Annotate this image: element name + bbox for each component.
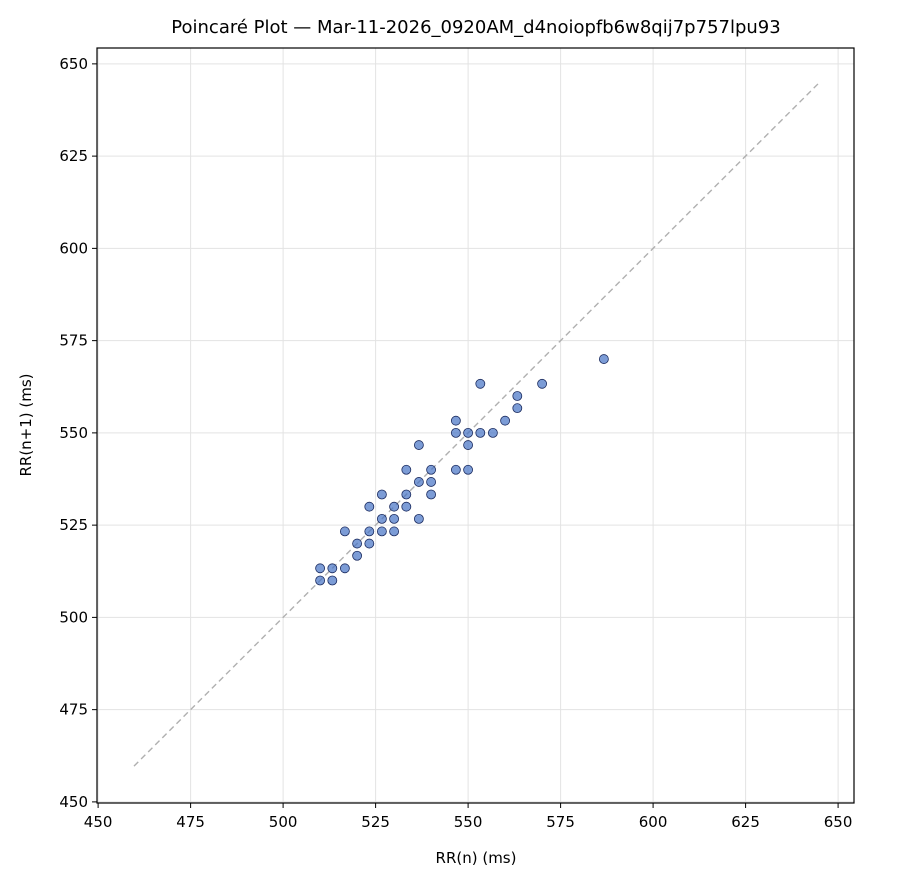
x-axis-label: RR(n) (ms): [436, 849, 517, 867]
y-tick-label: 550: [59, 424, 88, 442]
x-tick-label: 475: [176, 813, 205, 831]
point: [450, 427, 461, 438]
point: [389, 526, 400, 537]
point: [512, 403, 523, 414]
point: [364, 501, 375, 512]
point: [450, 464, 461, 475]
y-tick-label: 650: [59, 55, 88, 73]
y-tick-label: 500: [59, 608, 88, 626]
point: [475, 427, 486, 438]
point: [364, 538, 375, 549]
point: [327, 563, 338, 574]
plot-frame: [96, 47, 855, 804]
point: [352, 550, 363, 561]
y-tick-label: 475: [59, 701, 88, 719]
y-axis-label: RR(n+1) (ms): [17, 373, 35, 476]
point: [339, 563, 350, 574]
y-tick-label: 525: [59, 516, 88, 534]
x-tick-label: 625: [731, 813, 760, 831]
point: [315, 563, 326, 574]
y-tick-label: 600: [59, 239, 88, 257]
point: [376, 489, 387, 500]
point: [463, 427, 474, 438]
point: [389, 513, 400, 524]
point: [413, 440, 424, 450]
point: [339, 526, 350, 537]
point: [389, 501, 400, 512]
point: [450, 415, 461, 426]
x-tick-label: 550: [454, 813, 483, 831]
point: [413, 513, 424, 524]
point: [327, 575, 338, 586]
point: [401, 501, 412, 512]
point: [426, 489, 437, 500]
x-tick-label: 450: [84, 813, 113, 831]
point: [500, 415, 510, 426]
point: [426, 477, 437, 487]
y-tick-label: 625: [59, 147, 88, 165]
point: [401, 489, 412, 500]
y-tick-label: 575: [59, 332, 88, 350]
x-tick-label: 600: [639, 813, 668, 831]
point: [487, 427, 498, 438]
x-tick-label: 500: [269, 813, 298, 831]
point: [315, 575, 326, 586]
x-tick-label: 650: [824, 813, 853, 831]
point: [537, 378, 547, 389]
point: [426, 464, 437, 475]
point: [598, 354, 609, 364]
x-tick-label: 575: [546, 813, 575, 831]
point: [463, 440, 474, 450]
point: [376, 526, 387, 537]
chart-title: Poincaré Plot — Mar-11-2026_0920AM_d4noi…: [171, 17, 780, 38]
point: [364, 526, 375, 537]
x-tick-label: 525: [361, 813, 390, 831]
point: [401, 464, 412, 475]
point: [475, 378, 486, 389]
point: [376, 513, 387, 524]
identity-line: [133, 83, 819, 767]
y-tick-label: 450: [59, 793, 88, 811]
point: [352, 538, 363, 549]
point: [512, 391, 523, 401]
point: [413, 477, 424, 487]
point: [463, 464, 474, 475]
